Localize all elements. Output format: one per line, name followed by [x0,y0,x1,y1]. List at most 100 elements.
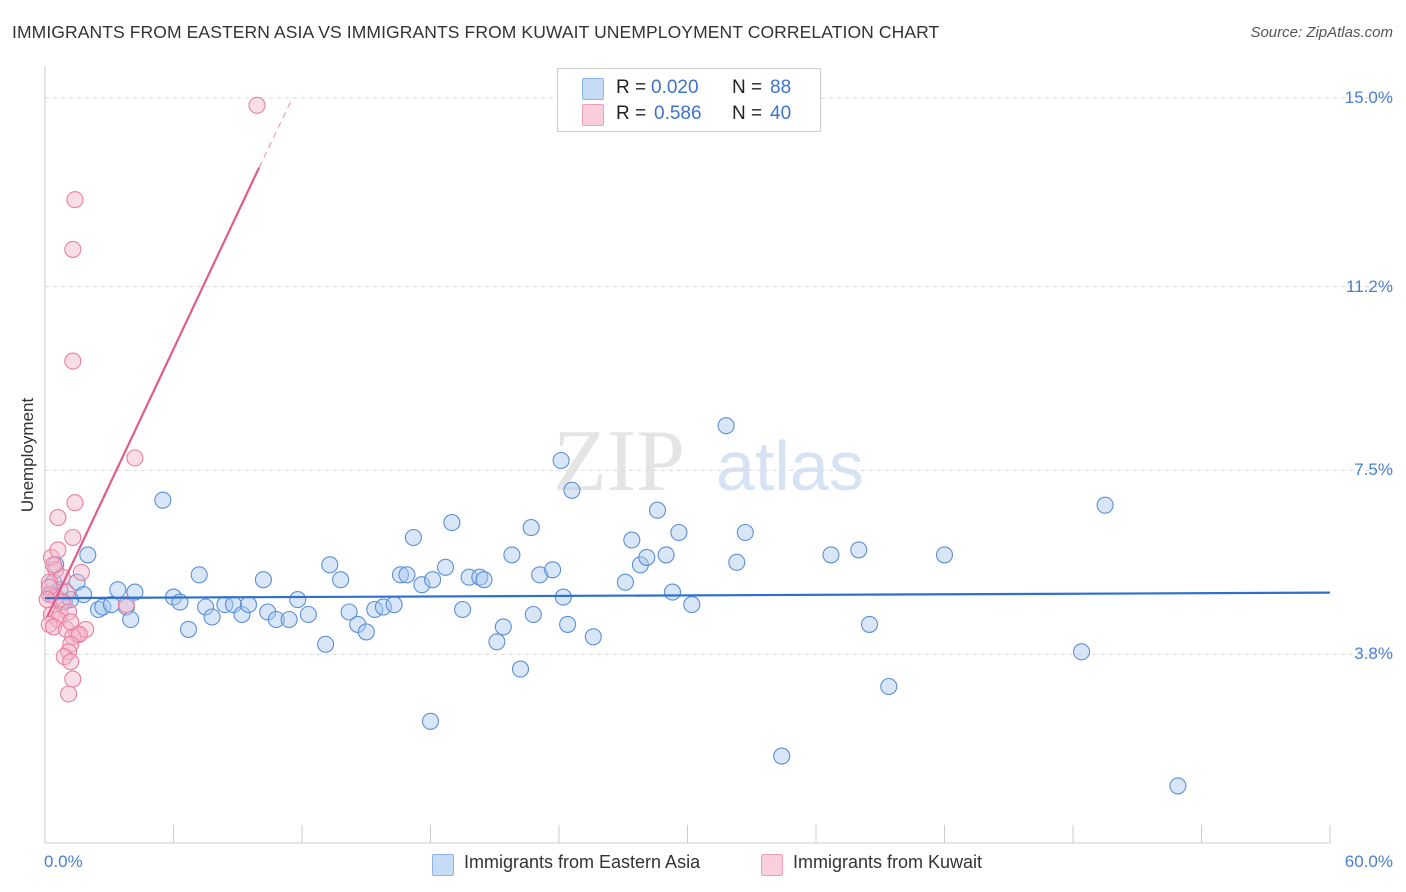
data-point [126,449,144,467]
data-point [299,605,317,624]
data-point [436,558,455,576]
data-point [109,581,127,599]
source-label: Source: ZipAtlas.com [1250,24,1393,41]
data-point [563,481,581,499]
trend-lines [44,100,1331,618]
data-point [717,417,735,435]
data-point [49,509,67,527]
data-point [935,546,954,564]
data-point [60,685,78,703]
legend-r-value: 0.020 [651,77,699,98]
bottom-legend-label: Immigrants from Kuwait [793,852,983,872]
data-point [357,623,375,641]
bottom-legend-swatch-blue [432,854,454,876]
data-point [289,591,307,609]
data-point [64,528,82,547]
watermark-atlas: atlas [716,427,864,505]
bottom-legend-swatch-pink [761,854,783,876]
trend-line-0 [44,591,1331,600]
data-point [421,712,440,730]
data-point [522,519,540,537]
data-point [102,596,120,614]
data-point [75,586,93,604]
y-tick-label: 11.2% [1346,276,1393,296]
data-point [126,583,144,601]
data-point [736,523,754,542]
data-point [657,546,675,564]
x-tick-label: 60.0% [1344,852,1393,871]
watermark: ZIP atlas [553,413,864,510]
data-point [203,608,221,626]
data-point [154,491,172,509]
data-point [880,677,898,696]
data-point [728,553,746,571]
data-point [280,610,298,629]
data-point [40,573,58,591]
data-point [822,546,840,564]
watermark-zip: ZIP [553,413,685,510]
data-point [398,566,416,584]
data-point [531,566,549,584]
data-point [554,588,572,606]
data-point [616,573,634,591]
data-point [248,96,266,114]
stats-legend: R = 0.020 N = 88 R = 0.586 N = 40 [557,68,821,132]
data-point [64,240,82,258]
legend-n-value: 88 [770,77,792,98]
data-point [233,605,251,624]
grid-lines [45,97,1392,655]
data-point [122,610,140,629]
data-point [773,747,791,765]
data-point [239,596,258,614]
data-point [503,546,521,564]
y-tick-label: 15.0% [1344,87,1393,107]
data-point [64,352,82,370]
data-point [494,618,512,636]
x-tick-label: 0.0% [44,852,83,871]
chart-title: IMMIGRANTS FROM EASTERN ASIA VS IMMIGRAN… [12,22,940,42]
bottom-legend-label: Immigrants from Eastern Asia [464,852,701,872]
data-point [45,618,63,636]
data-point [49,541,67,559]
legend-r-label: R = [616,103,647,124]
legend-r-label: R = [616,77,647,98]
data-point [64,670,82,688]
data-point [385,596,403,614]
data-point [552,451,570,470]
data-point [648,501,667,519]
data-point [638,548,656,566]
trend-line-extension-1 [258,100,292,168]
data-point [559,615,577,633]
y-tick-label: 7.5% [1354,460,1393,480]
data-point [683,596,701,614]
legend-swatch-pink [582,104,604,126]
data-point [850,541,868,559]
data-point [267,610,285,629]
data-point [404,528,422,547]
data-point [66,191,84,209]
data-point [254,571,272,589]
legend-n-label: N = [732,77,763,98]
legend-r-value: 0.586 [654,103,702,124]
data-point [374,598,392,616]
data-point [524,605,542,624]
data-point [40,578,58,596]
data-point [117,596,135,614]
data-point [321,556,339,574]
data-point [413,576,431,594]
data-point [860,615,879,633]
data-point [317,635,335,653]
data-point [332,571,350,589]
data-point [670,523,688,542]
data-point [1073,643,1091,661]
data-point [197,598,215,616]
y-tick-label: 3.8% [1354,644,1393,664]
data-point [424,571,442,589]
data-point [663,583,682,601]
series-eastern-asia [42,417,1187,795]
legend-n-label: N = [732,103,763,124]
data-point [45,556,63,574]
data-point [62,613,80,631]
data-point [72,563,90,581]
